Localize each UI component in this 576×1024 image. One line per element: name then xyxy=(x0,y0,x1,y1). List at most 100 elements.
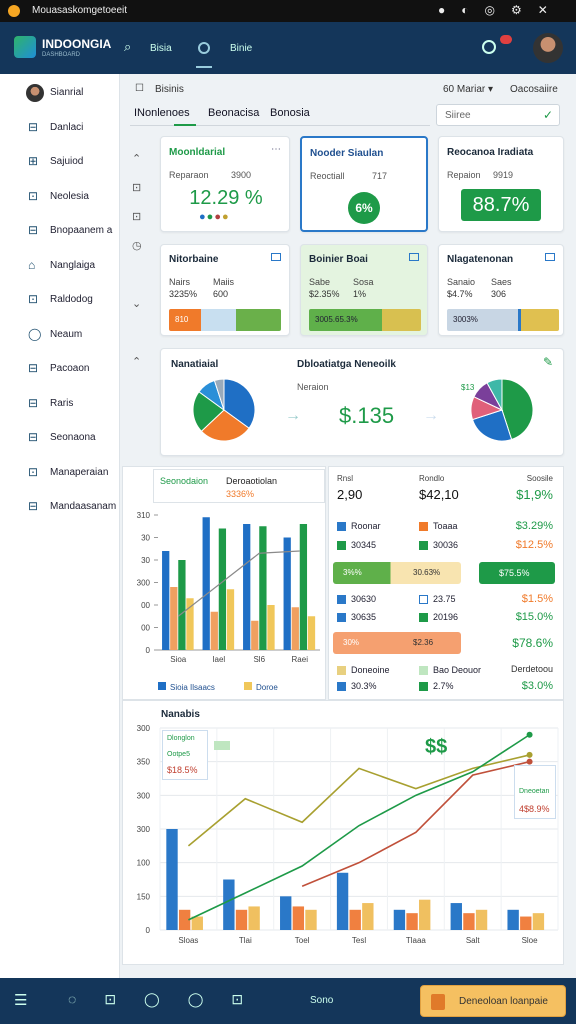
line xyxy=(301,760,530,887)
y-tick-label: 0 xyxy=(146,926,151,935)
card[interactable]: Nitorbaine Nairs Maiis 3235% 600 810 xyxy=(160,244,290,336)
line-point xyxy=(526,731,533,738)
progress-segment xyxy=(447,309,518,331)
nav-icon[interactable] xyxy=(198,42,210,54)
x-tick-label: Toel xyxy=(295,936,310,945)
bar xyxy=(450,903,462,930)
pies xyxy=(192,378,534,442)
annotation-text: Dlonglon xyxy=(167,735,195,742)
sidebar-item[interactable]: ⊡ Manaperaian xyxy=(0,464,119,488)
tab[interactable]: Bonosia xyxy=(270,107,310,119)
notification-badge xyxy=(500,35,512,44)
table-cell: $15.0% xyxy=(515,611,553,623)
bar xyxy=(170,587,178,650)
bar xyxy=(419,899,431,930)
sidebar-item[interactable]: ⊡ Neolesia xyxy=(0,188,119,212)
table-cell: 30036 xyxy=(433,540,459,550)
card-value: 600 xyxy=(213,289,229,299)
card[interactable]: Boinier Boai Sabe Sosa $2.35% 1% 3005.65.3% xyxy=(300,244,428,336)
card[interactable]: Moonldarial ⋯ Reparaon 3900 12.29 % ●●●● xyxy=(160,136,290,232)
user-avatar[interactable] xyxy=(533,33,563,63)
sidebar-item[interactable]: ⌂ Nanglaiga xyxy=(0,257,119,281)
bar xyxy=(267,605,275,650)
sidebar-item[interactable]: ⊞ Sajuiod xyxy=(0,153,119,177)
toolbar-action[interactable]: Oacosaiire xyxy=(510,84,558,95)
toolbar-icon: ☐ xyxy=(135,83,144,94)
table-cell: 30635 xyxy=(351,612,377,622)
x-tick-label: Iael xyxy=(212,655,225,664)
sidebar-label: Raldodog xyxy=(50,294,93,305)
card[interactable]: Reocanoa Iradiata Repaion 9919 88.7% xyxy=(438,136,564,232)
row-icon xyxy=(419,522,428,531)
bar xyxy=(218,528,227,650)
tab-title[interactable]: Mouasaskomgetoeeit xyxy=(32,5,128,16)
card-value: 12.29 % xyxy=(189,187,263,209)
table-header: Rnsl xyxy=(337,474,354,483)
sidebar-item[interactable]: ⊟ Pacoaon xyxy=(0,360,119,384)
more-icon[interactable]: ⋯ xyxy=(271,144,281,155)
sidebar-item[interactable]: ⊟ Seonaona xyxy=(0,429,119,453)
sidebar-label: Bnopaanem a xyxy=(50,225,113,236)
search-icon[interactable]: ⌕ xyxy=(124,39,132,54)
sidebar-label: Pacoaon xyxy=(50,363,90,374)
card-icon xyxy=(409,253,419,261)
card-value: 88.7% xyxy=(461,189,541,221)
progress-segment xyxy=(200,309,236,331)
search-link[interactable]: Bisia xyxy=(150,43,172,54)
card[interactable]: Nlagatenonan Sanaio Saes $4.7% 306 3003% xyxy=(438,244,564,336)
bar xyxy=(259,526,267,650)
y-tick-label: 100 xyxy=(137,859,151,868)
sidebar-icon: ⊟ xyxy=(28,361,39,375)
sidebar-icon: ⌂ xyxy=(28,257,36,272)
tab[interactable]: INonlenoes xyxy=(134,107,190,119)
edit-icon[interactable]: ✎ xyxy=(542,355,553,369)
nav-link[interactable]: Binie xyxy=(230,43,253,54)
row-icon xyxy=(337,522,346,531)
menu-icon[interactable]: ☰ xyxy=(14,992,28,1009)
card-label-value: 3900 xyxy=(231,170,252,180)
bar xyxy=(166,829,178,930)
sidebar-item[interactable]: Sianrial xyxy=(0,84,119,108)
bar xyxy=(226,589,235,650)
summary-subtitle: Dbloatiatga Neneoilk xyxy=(297,359,396,370)
sidebar-label: Seonaona xyxy=(50,432,96,443)
tab[interactable]: Beonacisa xyxy=(208,107,260,119)
table-cell: 30345 xyxy=(351,540,377,550)
table-cell: Bao Deouor xyxy=(433,665,482,675)
pie-slice xyxy=(486,378,503,411)
card-label: Repaion xyxy=(447,170,481,180)
search-box[interactable]: Siiree ✓ xyxy=(436,104,560,126)
sidebar-label: Neaum xyxy=(50,328,83,340)
bottom-label[interactable]: Sono xyxy=(310,995,334,1006)
summary-value: $.135 xyxy=(339,403,395,428)
bar xyxy=(393,909,406,930)
annotation-text: $18.5% xyxy=(167,765,198,775)
bottom-action-text: Deneoloan loanpaie xyxy=(459,996,548,1007)
table-cell: Roonar xyxy=(351,521,381,531)
bottom-action[interactable]: Deneoloan loanpaie xyxy=(420,985,566,1017)
x-tick-label: Tlaaa xyxy=(406,936,427,945)
progress-bar xyxy=(169,309,281,331)
sidebar-item[interactable]: ⊟ Bnopaanem a xyxy=(0,222,119,246)
period-select[interactable]: 60 Mariar ▾ xyxy=(443,84,494,95)
card-value: $2.35% xyxy=(309,289,340,299)
sidebar-item[interactable]: ⊡ Raldodog xyxy=(0,291,119,315)
pie-label: $13 xyxy=(461,383,475,392)
sidebar-item[interactable]: ⊟ Danlaci xyxy=(0,119,119,143)
bottom-icons[interactable]: ◌⊡◯◯⊡ xyxy=(68,991,272,1007)
notification-icon[interactable] xyxy=(482,40,496,54)
bar xyxy=(243,524,251,650)
sidebar-item[interactable]: ⊟ Raris xyxy=(0,395,119,419)
table-header: Soosile xyxy=(526,474,553,483)
sidebar-label: Manaperaian xyxy=(50,466,109,478)
card[interactable]: Nooder Siaulan Reoctiall 717 6% xyxy=(300,136,428,232)
card-label: Reparaon xyxy=(169,170,209,180)
card-label: Maiis xyxy=(213,277,235,287)
card-badge: 6% xyxy=(348,192,380,224)
logo: INDOONGIA xyxy=(42,37,112,51)
sidebar-item[interactable]: ⊟ Mandaasanam xyxy=(0,498,119,522)
pie-slice xyxy=(501,378,534,441)
row-icon xyxy=(419,613,428,622)
sidebar-item[interactable]: ◯ Neaum xyxy=(0,326,119,350)
